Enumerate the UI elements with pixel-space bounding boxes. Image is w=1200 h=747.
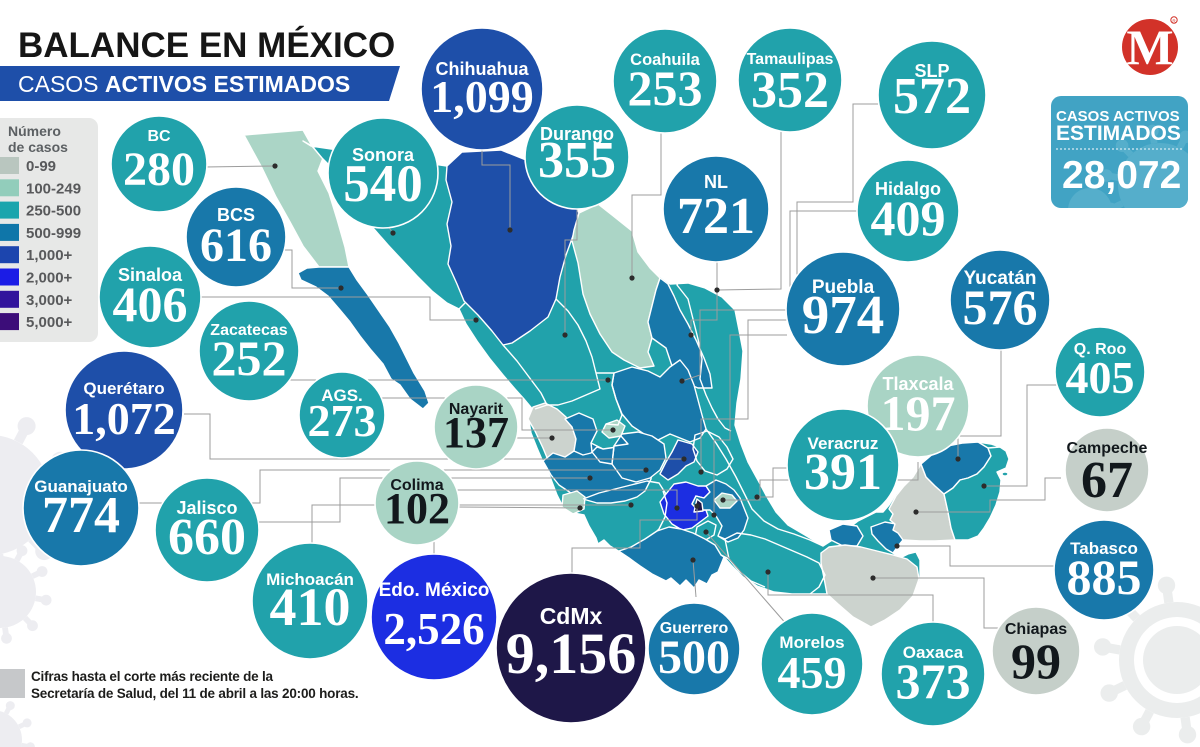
svg-text:SLP: SLP	[914, 61, 949, 81]
svg-text:Veracruz: Veracruz	[808, 434, 879, 453]
svg-text:AGS.: AGS.	[321, 386, 363, 405]
svg-text:100-249: 100-249	[26, 180, 81, 197]
svg-text:Tabasco: Tabasco	[1070, 539, 1138, 558]
svg-text:1,099: 1,099	[430, 71, 534, 122]
svg-text:540: 540	[343, 155, 423, 213]
svg-text:273: 273	[308, 395, 377, 446]
svg-text:R: R	[1172, 18, 1176, 23]
svg-text:Chiapas: Chiapas	[1005, 621, 1067, 638]
svg-text:Yucatán: Yucatán	[964, 268, 1037, 289]
svg-text:ESTIMADOS: ESTIMADOS	[1056, 122, 1181, 145]
svg-text:Coahuila: Coahuila	[630, 51, 700, 69]
svg-text:252: 252	[212, 330, 287, 386]
svg-text:Colima: Colima	[390, 477, 443, 494]
svg-text:Morelos: Morelos	[779, 633, 844, 652]
svg-text:3,000+: 3,000+	[26, 292, 73, 309]
svg-text:9,156: 9,156	[506, 621, 637, 686]
svg-text:355: 355	[538, 132, 616, 189]
svg-text:1,072: 1,072	[72, 393, 176, 444]
svg-text:352: 352	[751, 62, 829, 119]
svg-text:774: 774	[42, 487, 120, 544]
svg-text:137: 137	[443, 408, 509, 457]
svg-text:406: 406	[113, 276, 188, 332]
svg-text:Chihuahua: Chihuahua	[436, 59, 530, 79]
svg-text:280: 280	[123, 143, 195, 196]
svg-text:410: 410	[270, 577, 351, 637]
svg-text:500-999: 500-999	[26, 225, 81, 242]
svg-text:BC: BC	[147, 128, 171, 145]
svg-text:721: 721	[677, 188, 755, 245]
svg-text:Sinaloa: Sinaloa	[118, 265, 183, 285]
svg-text:500: 500	[658, 631, 730, 684]
svg-text:197: 197	[881, 385, 956, 441]
svg-text:974: 974	[802, 284, 885, 345]
svg-text:Campeche: Campeche	[1067, 440, 1148, 457]
svg-text:de casos: de casos	[8, 139, 68, 155]
svg-text:CASOS ACTIVOS: CASOS ACTIVOS	[1056, 108, 1180, 125]
svg-text:Tlaxcala: Tlaxcala	[882, 374, 954, 394]
svg-text:253: 253	[628, 60, 703, 116]
svg-text:Edo. México: Edo. México	[379, 580, 490, 601]
svg-text:572: 572	[893, 68, 971, 125]
svg-text:Durango: Durango	[540, 124, 614, 144]
svg-text:616: 616	[200, 219, 272, 272]
svg-text:Guerrero: Guerrero	[660, 620, 729, 637]
svg-text:2,000+: 2,000+	[26, 270, 73, 287]
svg-text:Sonora: Sonora	[352, 145, 415, 165]
svg-text:Jalisco: Jalisco	[176, 498, 237, 518]
svg-text:Oaxaca: Oaxaca	[903, 643, 964, 662]
svg-text:M: M	[1126, 19, 1173, 75]
svg-text:28,072: 28,072	[1062, 154, 1181, 197]
svg-text:2,526: 2,526	[383, 604, 484, 654]
svg-text:Puebla: Puebla	[812, 277, 875, 298]
svg-text:1,000+: 1,000+	[26, 247, 73, 264]
svg-text:Cifras hasta el corte más reci: Cifras hasta el corte más reciente de la	[31, 669, 274, 684]
svg-text:Nayarit: Nayarit	[449, 401, 504, 418]
svg-text:NL: NL	[704, 172, 728, 192]
svg-text:99: 99	[1011, 633, 1061, 689]
svg-text:67: 67	[1081, 452, 1133, 509]
svg-text:Zacatecas: Zacatecas	[210, 322, 287, 339]
svg-text:Secretaría de Salud, del 11 de: Secretaría de Salud, del 11 de abril a l…	[31, 686, 358, 701]
svg-text:102: 102	[384, 484, 450, 533]
svg-text:Hidalgo: Hidalgo	[875, 179, 941, 199]
svg-text:576: 576	[963, 279, 1038, 335]
svg-text:5,000+: 5,000+	[26, 314, 73, 331]
svg-text:Tamaulipas: Tamaulipas	[747, 51, 834, 68]
svg-text:Q. Roo: Q. Roo	[1074, 341, 1127, 358]
svg-text:CdMx: CdMx	[540, 603, 603, 629]
svg-text:Michoacán: Michoacán	[266, 570, 354, 589]
svg-text:BCS: BCS	[217, 205, 255, 225]
svg-text:391: 391	[804, 444, 882, 501]
svg-text:Guanajuato: Guanajuato	[34, 477, 128, 496]
svg-text:Querétaro: Querétaro	[83, 379, 164, 398]
svg-text:459: 459	[778, 647, 847, 698]
svg-text:Número: Número	[8, 123, 61, 139]
svg-text:0-99: 0-99	[26, 158, 56, 175]
svg-text:250-500: 250-500	[26, 203, 81, 220]
svg-text:660: 660	[168, 509, 246, 566]
svg-text:BALANCE EN MÉXICO: BALANCE EN MÉXICO	[18, 25, 395, 65]
svg-text:405: 405	[1066, 352, 1135, 403]
svg-text:409: 409	[871, 190, 946, 246]
svg-text:885: 885	[1067, 549, 1142, 605]
svg-text:373: 373	[896, 653, 971, 709]
svg-text:CASOS ACTIVOS ESTIMADOS: CASOS ACTIVOS ESTIMADOS	[18, 71, 350, 97]
